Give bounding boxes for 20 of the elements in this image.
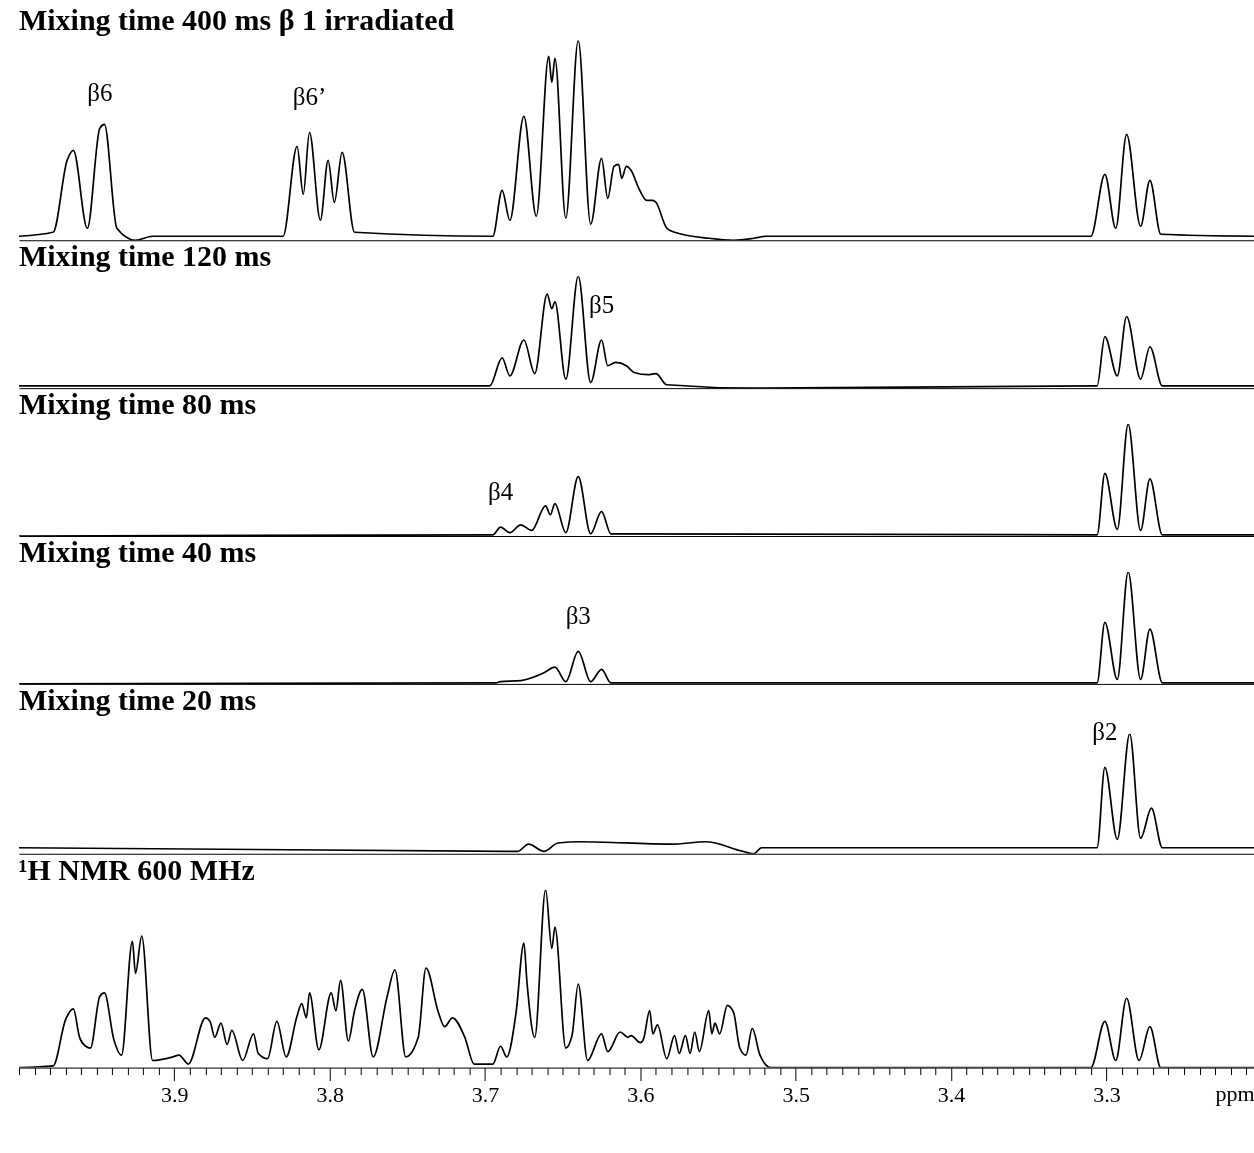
x-tick-label: 3.8: [316, 1082, 344, 1108]
annotation: β3: [565, 602, 591, 630]
chart-title: Mixing time 40 ms: [18, 534, 257, 568]
x-tick-label: 3.6: [627, 1082, 655, 1108]
chart-title: Mixing time 20 ms: [18, 683, 257, 717]
chart-title: Mixing time 80 ms: [18, 387, 257, 421]
annotation: β2: [1092, 718, 1118, 746]
annotation: β6’: [292, 83, 327, 111]
x-tick-label: 3.3: [1093, 1082, 1121, 1108]
x-tick-label: 3.7: [471, 1082, 500, 1108]
x-tick-label: 3.9: [161, 1082, 189, 1108]
x-tick-label: 3.4: [937, 1082, 966, 1108]
x-tick-label: 3.5: [782, 1082, 810, 1108]
chart-title: Mixing time 120 ms: [18, 239, 272, 273]
chart-title: ¹H NMR 600 MHz: [18, 852, 255, 886]
x-axis-title: ppm: [1215, 1081, 1254, 1107]
chart-title: Mixing time 400 ms β 1 irradiated: [18, 3, 455, 37]
annotation: β4: [487, 478, 514, 506]
annotation: β6: [87, 79, 113, 107]
annotation: β5: [588, 291, 615, 319]
